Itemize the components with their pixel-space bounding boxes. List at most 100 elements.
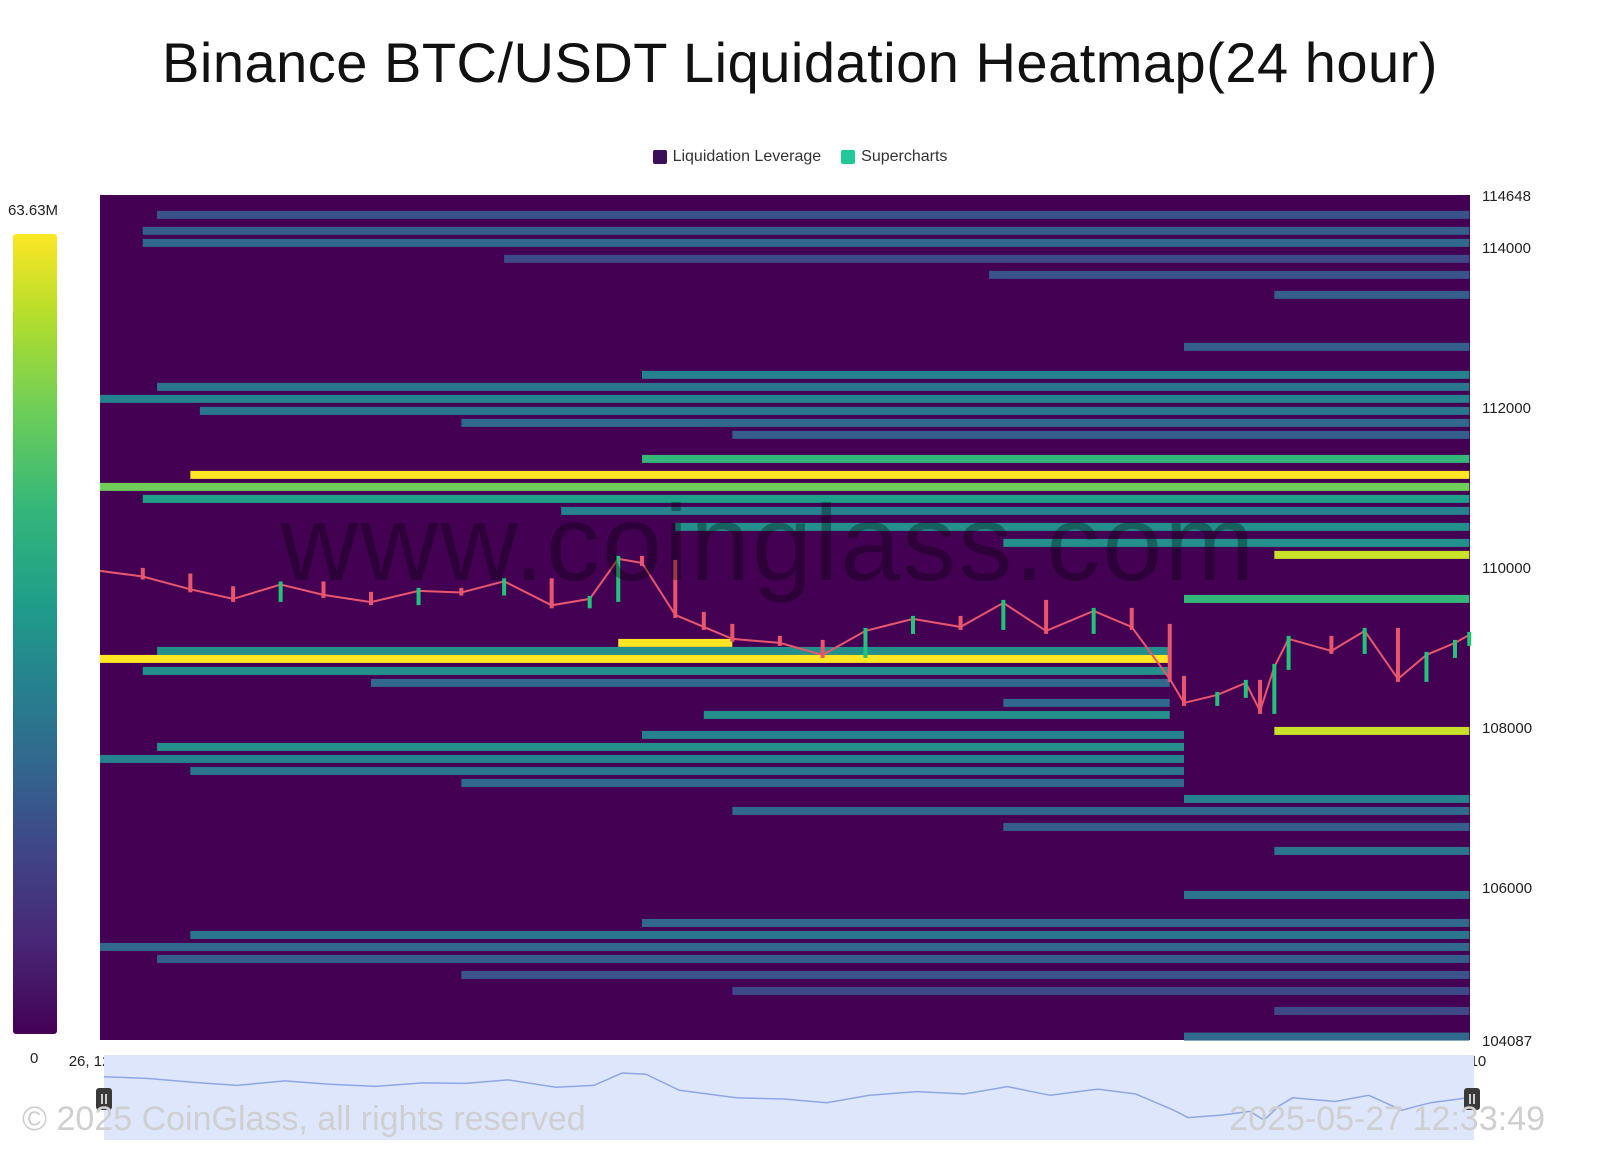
price-line: [99, 555, 1472, 714]
price-candle: [863, 627, 868, 658]
heatmap-background: [100, 195, 1470, 1040]
price-candle: [1243, 679, 1248, 698]
price-candle: [1467, 631, 1472, 646]
price-candle: [188, 573, 193, 593]
liquidation-band: [1274, 1006, 1470, 1015]
price-candle: [1453, 639, 1457, 658]
price-candle: [730, 623, 735, 642]
y-tick-label: 114648: [1482, 188, 1531, 205]
price-candle: [911, 615, 915, 634]
footer-timestamp: 2025-05-27 12:33:49: [1229, 1100, 1545, 1138]
liquidation-band: [461, 970, 1470, 979]
legend-item-supercharts[interactable]: Supercharts: [841, 148, 947, 166]
liquidation-band: [1274, 726, 1470, 735]
legend-item-liquidation-leverage[interactable]: Liquidation Leverage: [652, 148, 822, 166]
colorbar: [13, 234, 57, 1034]
price-candle: [1258, 679, 1263, 714]
liquidation-band: [100, 654, 1170, 663]
legend: Liquidation Leverage Supercharts: [0, 148, 1600, 166]
price-candle: [416, 587, 421, 606]
price-candle: [1395, 627, 1400, 682]
liquidation-band: [100, 394, 1470, 403]
price-candle: [459, 587, 464, 596]
navigator-handle-right[interactable]: [1464, 1088, 1480, 1110]
liquidation-band: [190, 930, 1470, 939]
legend-swatch-liquidation-leverage: [652, 150, 667, 164]
liquidation-band: [989, 270, 1470, 279]
liquidation-band: [561, 506, 1470, 515]
liquidation-band: [732, 986, 1470, 995]
liquidation-band: [157, 646, 1170, 655]
price-candle: [777, 635, 782, 646]
price-candle: [278, 581, 283, 602]
liquidation-band: [675, 522, 1470, 531]
liquidation-band: [1184, 342, 1470, 351]
liquidation-band: [157, 210, 1470, 219]
liquidation-band: [1274, 290, 1470, 299]
y-axis: 114648 114000 112000 110000 108000 106000 1040…: [1482, 188, 1532, 1050]
price-candle: [321, 581, 326, 598]
price-candle: [1091, 607, 1096, 634]
liquidation-band: [703, 710, 1170, 719]
liquidation-band: [100, 482, 1470, 491]
colorbar-min-label: 0: [30, 1050, 39, 1067]
liquidation-band: [142, 238, 1470, 247]
colorbar-max-label: 63.63M: [8, 202, 59, 219]
y-tick-label: 106000: [1482, 880, 1532, 897]
price-candle: [701, 611, 706, 630]
liquidation-band: [1184, 794, 1470, 803]
footer-copyright: © 2025 CoinGlass, all rights reserved: [22, 1100, 586, 1138]
price-candle: [640, 555, 644, 566]
liquidation-band: [142, 666, 1170, 675]
liquidation-band: [461, 778, 1184, 787]
y-tick-label: 114000: [1482, 240, 1531, 257]
price-candle: [1424, 651, 1429, 682]
legend-swatch-supercharts: [841, 150, 856, 164]
price-candle: [820, 639, 825, 658]
liquidation-band: [642, 918, 1470, 927]
price-candle: [1286, 635, 1291, 670]
liquidation-band: [190, 470, 1470, 479]
price-candle: [1272, 663, 1277, 714]
price-candle: [1001, 599, 1006, 630]
price-candle: [1329, 635, 1334, 654]
price-candle: [549, 578, 554, 609]
liquidation-band: [642, 454, 1470, 463]
price-candle: [369, 591, 373, 606]
legend-label-liquidation-leverage: Liquidation Leverage: [672, 148, 822, 165]
liquidation-band: [157, 742, 1185, 751]
liquidation-band: [618, 638, 733, 647]
liquidation-band: [732, 806, 1470, 815]
liquidation-band: [100, 942, 1470, 951]
y-tick-label: 112000: [1482, 400, 1531, 417]
navigator-handle-left[interactable]: [96, 1088, 112, 1110]
liquidation-band: [142, 226, 1470, 235]
liquidation-band: [642, 370, 1470, 379]
price-candle: [1182, 675, 1186, 706]
price-candle: [673, 559, 678, 618]
liquidation-band: [100, 754, 1184, 763]
liquidation-band: [1184, 890, 1470, 899]
liquidation-band: [1003, 698, 1170, 707]
price-candle: [1362, 627, 1367, 654]
liquidation-band: [1003, 822, 1470, 831]
y-tick-label: 110000: [1482, 560, 1531, 577]
liquidation-band: [732, 430, 1470, 439]
navigator-area[interactable]: [104, 1055, 1474, 1140]
price-candle: [616, 555, 621, 602]
navigator-price-line: [103, 1072, 1474, 1122]
liquidation-band: [190, 766, 1185, 775]
liquidation-band: [157, 382, 1470, 391]
liquidation-band: [199, 406, 1470, 415]
y-tick-label: 108000: [1482, 720, 1532, 737]
price-candle: [502, 578, 507, 596]
price-candle: [587, 595, 592, 609]
liquidation-band: [642, 730, 1184, 739]
legend-label-supercharts: Supercharts: [861, 148, 948, 165]
y-tick-label: 104087: [1482, 1033, 1532, 1050]
liquidation-band: [1274, 846, 1470, 855]
liquidation-bands: [100, 210, 1470, 1041]
liquidation-band: [1274, 550, 1470, 559]
price-candle: [1044, 599, 1049, 634]
